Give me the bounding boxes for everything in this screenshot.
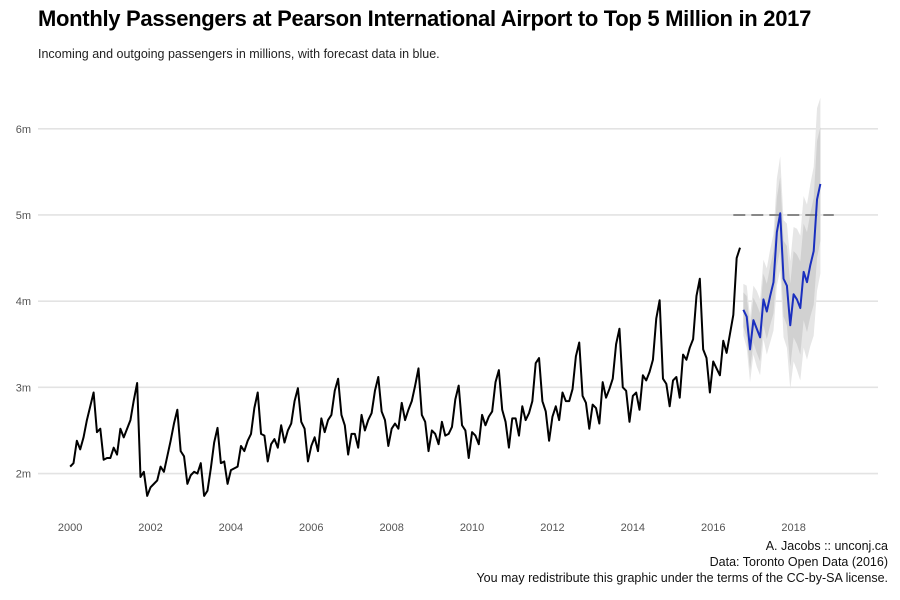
y-tick-label-5: 5m — [16, 210, 31, 222]
caption-author: A. Jacobs :: unconj.ca — [765, 539, 888, 553]
chart-title: Monthly Passengers at Pearson Internatio… — [38, 6, 812, 31]
chart-subtitle: Incoming and outgoing passengers in mill… — [38, 47, 440, 61]
x-tick-label-2006: 2006 — [299, 522, 323, 534]
x-tick-label-2010: 2010 — [460, 522, 484, 534]
y-tick-label-3: 3m — [16, 382, 31, 394]
x-tick-label-2018: 2018 — [781, 522, 805, 534]
series-lines — [69, 183, 822, 497]
y-tick-label-2: 2m — [16, 469, 31, 481]
series-line-forecast — [742, 183, 822, 351]
x-tick-label-2000: 2000 — [58, 522, 82, 534]
y-tick-label-4: 4m — [16, 296, 31, 308]
x-tick-label-2014: 2014 — [621, 522, 645, 534]
x-tick-label-2002: 2002 — [138, 522, 162, 534]
series-line-actual — [69, 247, 741, 497]
x-tick-label-2012: 2012 — [540, 522, 564, 534]
y-tick-label-6: 6m — [16, 124, 31, 136]
x-axis-ticks: 2000 2002 2004 2006 2008 2010 2012 2014 2016 2018 — [58, 522, 806, 534]
caption-source: Data: Toronto Open Data (2016) — [709, 555, 888, 569]
y-axis-ticks: 2m 3m 4m 5m 6m — [16, 124, 31, 481]
x-tick-label-2016: 2016 — [701, 522, 725, 534]
caption-license: You may redistribute this graphic under … — [476, 571, 888, 585]
x-tick-label-2008: 2008 — [379, 522, 403, 534]
chart-caption: A. Jacobs :: unconj.ca Data: Toronto Ope… — [476, 538, 888, 586]
x-tick-label-2004: 2004 — [219, 522, 243, 534]
